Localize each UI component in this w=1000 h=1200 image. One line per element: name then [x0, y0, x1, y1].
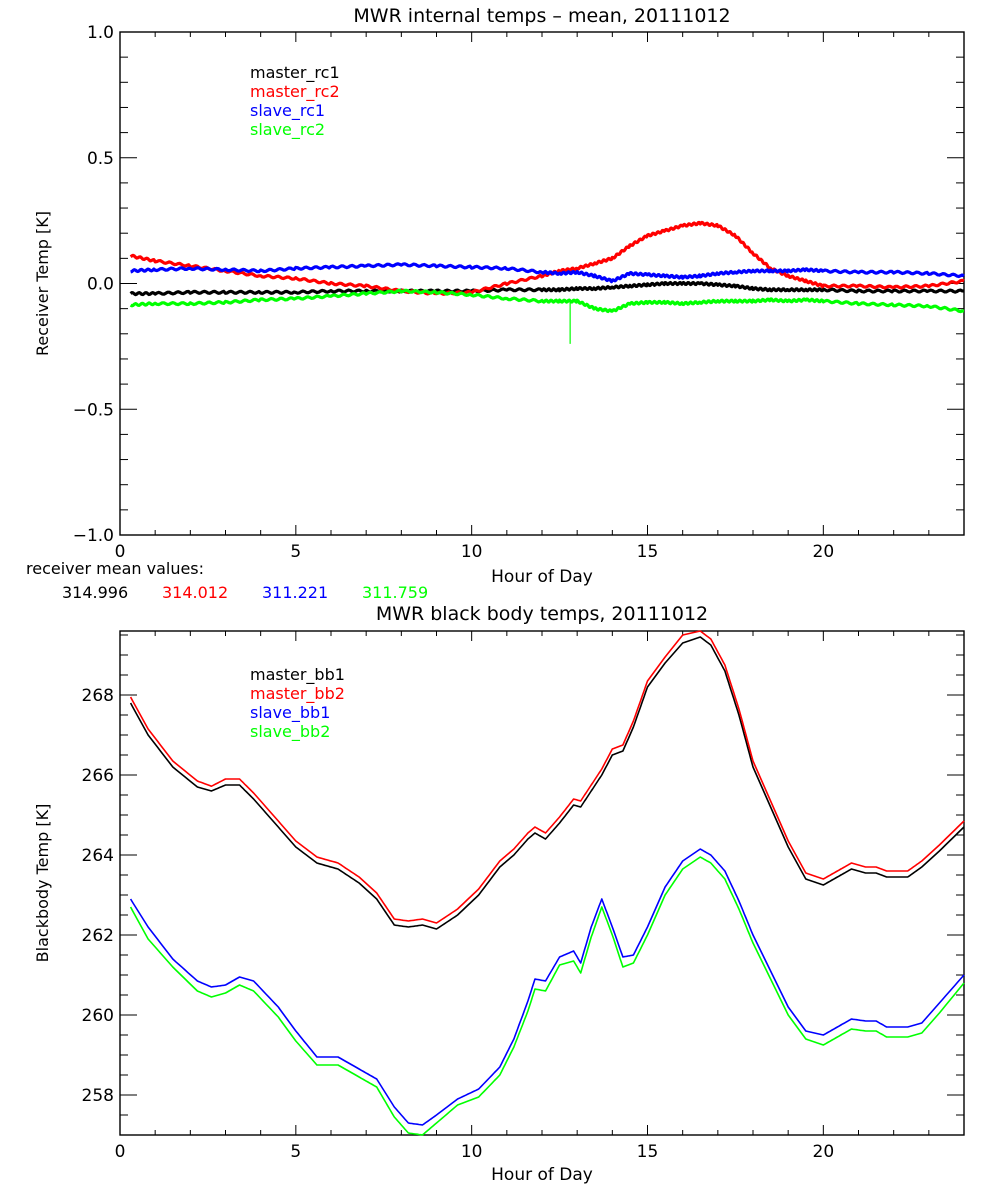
legend-entry-master_rc1: master_rc1 — [250, 63, 340, 83]
series-line-master_rc1 — [129, 280, 965, 297]
annotation-value: 311.759 — [362, 583, 428, 602]
legend-entry-master_bb1: master_bb1 — [250, 665, 345, 685]
x-tick-label: 15 — [637, 542, 659, 562]
chart-title: MWR internal temps – mean, 20111012 — [353, 5, 730, 27]
y-tick-label: 268 — [82, 686, 114, 706]
series-line-slave_rc2 — [129, 288, 965, 314]
y-axis-label: Blackbody Temp [K] — [33, 804, 52, 963]
series-line-slave_bb2 — [129, 856, 965, 1136]
y-tick-label: 0.0 — [87, 275, 114, 295]
plot-frame — [119, 31, 965, 536]
y-axis-label: Receiver Temp [K] — [33, 211, 52, 356]
y-tick-label: −1.0 — [73, 526, 114, 546]
legend-entry-slave_rc2: slave_rc2 — [250, 120, 325, 140]
legend-entry-master_bb2: master_bb2 — [250, 684, 345, 704]
x-tick-label: 5 — [290, 1142, 301, 1162]
x-tick-label: 20 — [813, 1142, 835, 1162]
x-tick-label: 0 — [115, 542, 126, 562]
legend-entry-slave_bb1: slave_bb1 — [250, 703, 330, 723]
legend-entry-master_rc2: master_rc2 — [250, 82, 340, 102]
y-tick-label: 262 — [82, 926, 114, 946]
x-tick-label: 20 — [813, 542, 835, 562]
y-tick-label: 260 — [82, 1006, 114, 1026]
x-axis-label: Hour of Day — [491, 1165, 593, 1185]
legend-entry-slave_rc1: slave_rc1 — [250, 101, 325, 121]
annotation-value: 311.221 — [262, 583, 328, 602]
x-axis-label: Hour of Day — [491, 567, 593, 587]
x-tick-label: 5 — [290, 542, 301, 562]
series-line-slave_bb1 — [129, 848, 965, 1126]
y-tick-label: 266 — [82, 766, 114, 786]
y-tick-label: 264 — [82, 846, 114, 866]
y-tick-label: 0.5 — [87, 149, 114, 169]
series-line-master_bb2 — [129, 630, 965, 924]
annotation-label: receiver mean values: — [26, 559, 204, 578]
legend-entry-slave_bb2: slave_bb2 — [250, 722, 330, 742]
annotation-value: 314.996 — [62, 583, 128, 602]
series-line-slave_rc1 — [130, 262, 965, 284]
annotation-value: 314.012 — [162, 583, 228, 602]
x-tick-label: 15 — [637, 1142, 659, 1162]
y-tick-label: −0.5 — [73, 400, 114, 420]
series-line-master_rc2 — [129, 220, 965, 296]
y-tick-label: 1.0 — [87, 23, 114, 43]
chart-title: MWR black body temps, 20111012 — [376, 603, 708, 625]
x-tick-label: 10 — [461, 1142, 483, 1162]
series-line-master_bb1 — [129, 636, 965, 930]
y-tick-label: 258 — [82, 1086, 114, 1106]
plot-frame — [119, 630, 965, 1136]
x-tick-label: 0 — [115, 1142, 126, 1162]
x-tick-label: 10 — [461, 542, 483, 562]
